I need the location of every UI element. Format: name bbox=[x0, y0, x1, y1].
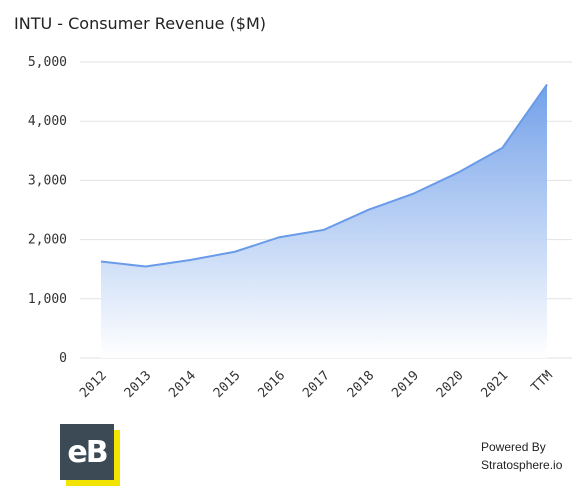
eb-logo: eB bbox=[60, 424, 120, 486]
area-fill bbox=[101, 84, 547, 358]
logo-mark: eB bbox=[60, 424, 114, 480]
x-tick-label: 2015 bbox=[211, 368, 244, 401]
chart-title: INTU - Consumer Revenue ($M) bbox=[14, 14, 267, 33]
y-tick-label: 4,000 bbox=[28, 114, 67, 129]
x-tick-label: 2018 bbox=[345, 368, 378, 401]
logo-text: eB bbox=[67, 434, 108, 470]
y-tick-label: 5,000 bbox=[28, 55, 67, 70]
x-tick-label: TTM bbox=[529, 368, 556, 395]
x-tick-label: 2021 bbox=[478, 368, 511, 401]
y-tick-label: 2,000 bbox=[28, 233, 67, 248]
x-tick-label: 2014 bbox=[166, 368, 199, 401]
y-tick-label: 0 bbox=[59, 351, 67, 366]
y-axis-tick-labels: 0 1,000 2,000 3,000 4,000 5,000 bbox=[28, 55, 67, 366]
x-tick-label: 2020 bbox=[434, 368, 467, 401]
powered-by-credit: Powered By Stratosphere.io bbox=[481, 438, 562, 474]
y-tick-label: 1,000 bbox=[28, 292, 67, 307]
y-tick-label: 3,000 bbox=[28, 173, 67, 188]
area-series bbox=[100, 83, 548, 358]
x-tick-label: 2019 bbox=[389, 368, 422, 401]
x-tick-label: 2013 bbox=[122, 368, 155, 401]
x-axis-tick-labels: 2012 2013 2014 2015 2016 2017 2018 2019 2020 2021… bbox=[77, 368, 556, 401]
powered-by-brand: Stratosphere.io bbox=[481, 458, 563, 472]
x-tick-label: 2016 bbox=[255, 368, 288, 401]
powered-by-label: Powered By bbox=[481, 440, 546, 454]
x-tick-label: 2017 bbox=[300, 368, 333, 401]
x-tick-label: 2012 bbox=[77, 368, 110, 401]
